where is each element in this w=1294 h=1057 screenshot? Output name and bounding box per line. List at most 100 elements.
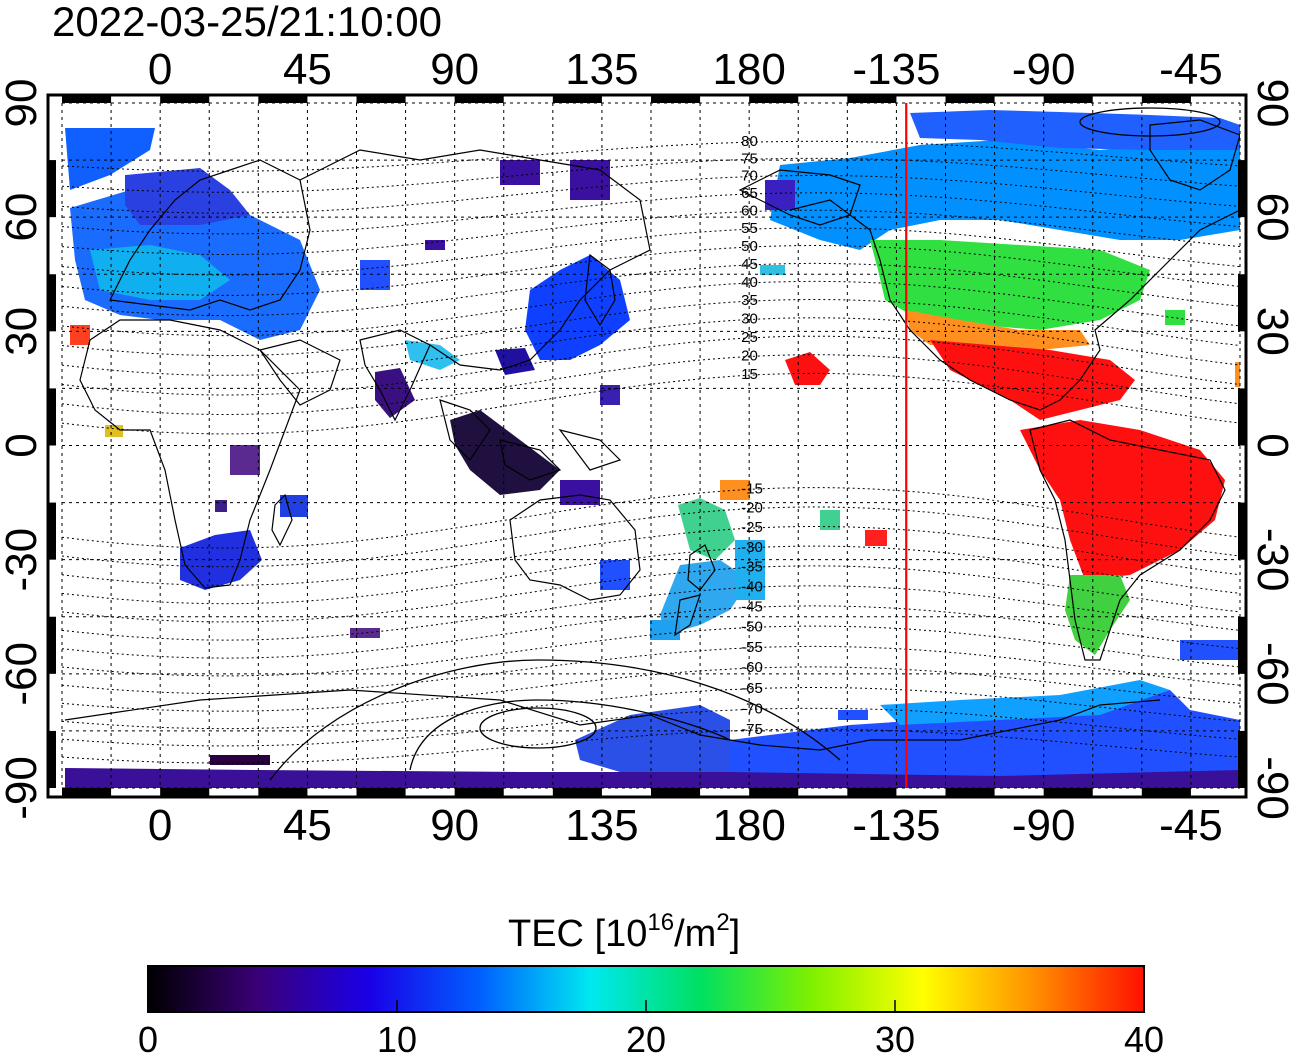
tec-region-antarctic-coast xyxy=(880,680,1170,725)
magnetic-latitude-label: 55 xyxy=(741,220,758,237)
left-tick-bar xyxy=(48,160,56,218)
magnetic-latitude-label: -20 xyxy=(741,500,763,517)
left-lat-label: -30 xyxy=(0,528,46,592)
left-lat-label: 60 xyxy=(0,193,46,242)
magnetic-latitude-label: -40 xyxy=(741,578,763,595)
colorbar: TEC [1016/m2] 0 10 20 30 40 xyxy=(138,909,1164,1057)
magnetic-latitude-line xyxy=(61,354,1241,416)
magnetic-latitude-line xyxy=(61,140,1241,172)
magnetic-latitude-label: 75 xyxy=(741,150,758,167)
top-tick-bar xyxy=(749,95,799,103)
bottom-lon-label: 135 xyxy=(565,801,638,850)
tec-region-arctic-europe xyxy=(65,128,155,190)
bottom-lon-label: -45 xyxy=(1159,801,1223,850)
map-plot-area: 8075706560555045403530252015-15-20-25-30… xyxy=(46,93,1248,799)
magnetic-latitude-labels: 8075706560555045403530252015-15-20-25-30… xyxy=(741,133,763,738)
colorbar-tick-label: 20 xyxy=(626,1019,666,1057)
top-lon-label: 90 xyxy=(430,45,479,94)
tec-region-usa xyxy=(870,240,1150,330)
magnetic-latitude-label: -30 xyxy=(741,539,763,556)
tec-scatter-points xyxy=(70,160,1240,765)
left-lat-label: -90 xyxy=(0,756,46,820)
left-tick-bar xyxy=(48,388,56,446)
top-lon-label: -90 xyxy=(1012,45,1076,94)
coast-new-zealand xyxy=(674,544,716,637)
top-lon-label: -45 xyxy=(1159,45,1223,94)
right-tick-bar xyxy=(1238,616,1246,674)
coast-india xyxy=(359,329,431,422)
bottom-lon-label: -135 xyxy=(852,801,940,850)
top-tick-bar xyxy=(1043,95,1093,103)
south-magnetic-pole-ring-inner xyxy=(479,707,597,749)
coast-australia xyxy=(509,494,641,601)
magnetic-latitude-label: 15 xyxy=(741,366,758,383)
tec-region-india xyxy=(405,340,460,370)
tec-region-east-asia xyxy=(525,255,630,360)
top-tick-bar xyxy=(552,95,602,103)
tec-region-southeast-asia xyxy=(450,410,560,495)
tec-region-europe-north xyxy=(125,168,250,225)
colorbar-ticks: 0 10 20 30 40 xyxy=(138,1000,1164,1057)
top-tick-bar xyxy=(945,95,995,103)
top-tick-bar xyxy=(847,95,897,103)
magnetic-latitude-label: -55 xyxy=(741,639,763,656)
top-tick-bar xyxy=(258,95,308,103)
right-tick-bar xyxy=(1238,502,1246,560)
magnetic-latitude-label: 50 xyxy=(741,238,758,255)
tec-region-arctic-canada xyxy=(910,110,1240,150)
tec-data-layer xyxy=(65,110,1240,788)
bottom-tick-bar xyxy=(847,788,897,796)
top-lon-label: 0 xyxy=(148,45,172,94)
bottom-lon-label: 0 xyxy=(148,801,172,850)
coast-africa xyxy=(79,319,301,589)
magnetic-latitude-label: -50 xyxy=(741,619,763,636)
colorbar-tick-label: 10 xyxy=(377,1019,417,1057)
coast-japan xyxy=(584,253,616,327)
left-lat-label: 90 xyxy=(0,79,46,128)
top-tick-bar xyxy=(651,95,701,103)
colorbar-tick-label: 0 xyxy=(138,1019,158,1057)
magnetic-latitude-line xyxy=(61,487,1241,549)
tec-region-south-america xyxy=(1020,420,1225,580)
right-tick-bar xyxy=(1238,388,1246,446)
axis-labels: 0045459090135135180180-135-135-90-90-45-… xyxy=(0,45,1294,850)
magnetic-latitude-label: -15 xyxy=(741,480,763,497)
magnetic-latitude-label: -70 xyxy=(741,700,763,717)
coast-arabia xyxy=(259,339,341,406)
magnetic-latitude-line xyxy=(61,707,1241,747)
left-lat-label: 0 xyxy=(0,433,46,457)
right-lat-label: 60 xyxy=(1248,193,1294,242)
left-lat-label: -60 xyxy=(0,642,46,706)
bottom-tick-bar xyxy=(552,788,602,796)
bottom-tick-bar xyxy=(945,788,995,796)
top-lon-label: 180 xyxy=(712,45,785,94)
north-magnetic-pole-ring xyxy=(1079,107,1221,137)
right-lat-label: -90 xyxy=(1248,756,1294,820)
top-tick-bar xyxy=(62,95,112,103)
right-lat-label: -30 xyxy=(1248,528,1294,592)
magnetic-latitude-label: 60 xyxy=(741,203,758,220)
tec-region-central-america xyxy=(930,340,1135,420)
bottom-tick-bar xyxy=(749,788,799,796)
bottom-lon-label: 180 xyxy=(712,801,785,850)
tec-region-hawaii xyxy=(785,352,830,385)
coast-north-america xyxy=(789,199,1240,411)
magnetic-latitude-line xyxy=(61,192,1241,235)
graticule xyxy=(61,102,1241,789)
coast-greenland xyxy=(1149,119,1240,191)
coast-alaska xyxy=(738,169,861,226)
left-lat-label: 30 xyxy=(0,307,46,356)
tec-region-usa-south xyxy=(905,310,1090,350)
magnetic-latitude-line xyxy=(61,666,1241,712)
top-lon-label: 135 xyxy=(565,45,638,94)
top-lon-label: 45 xyxy=(283,45,332,94)
magnetic-latitude-label: -75 xyxy=(741,721,763,738)
magnetic-latitude-label: -35 xyxy=(741,559,763,576)
tec-region-antarctic-east xyxy=(575,705,730,775)
south-magnetic-pole-ring-3 xyxy=(269,659,841,781)
bottom-tick-bar xyxy=(258,788,308,796)
coast-south-america xyxy=(1029,419,1226,661)
map-title: 2022-03-25/21:10:00 xyxy=(52,0,442,45)
colorbar-title: TEC [1016/m2] xyxy=(508,909,740,955)
magnetic-latitude-label: 25 xyxy=(741,329,758,346)
